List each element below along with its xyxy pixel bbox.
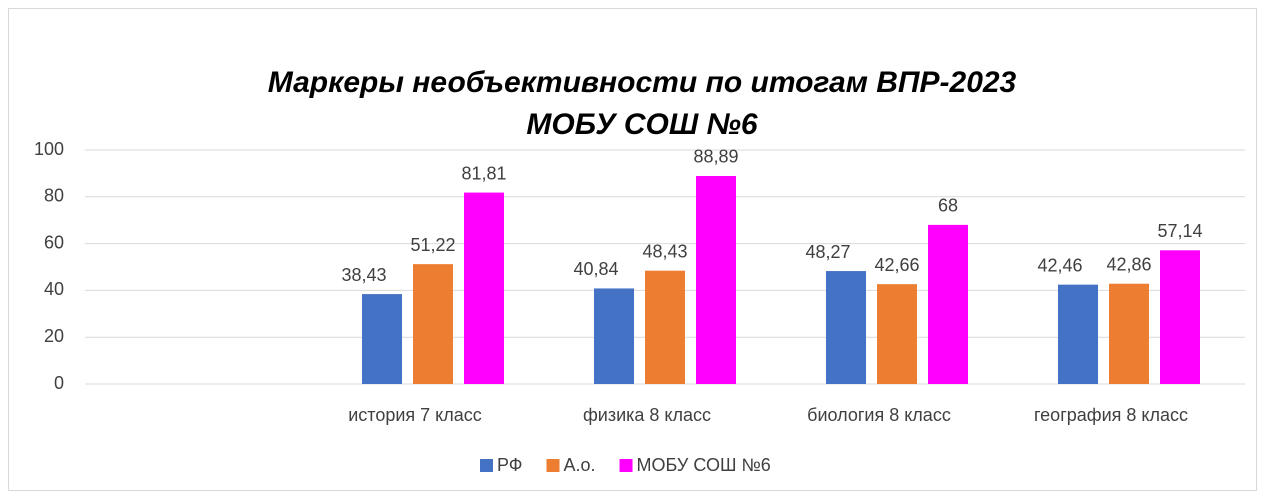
y-tick-label: 40 — [44, 279, 64, 299]
bar — [464, 192, 504, 384]
x-tick-label: география 8 класс — [1034, 405, 1188, 425]
value-label: 48,27 — [805, 242, 850, 262]
legend-swatch — [480, 459, 493, 472]
value-label: 42,66 — [874, 255, 919, 275]
y-tick-label: 60 — [44, 232, 64, 252]
value-label: 68 — [938, 196, 958, 216]
value-label: 48,43 — [642, 241, 687, 261]
x-tick-label: история 7 класс — [348, 405, 482, 425]
bar — [1160, 250, 1200, 384]
y-tick-label: 100 — [34, 139, 64, 159]
bar — [928, 224, 968, 384]
value-label: 38,43 — [341, 265, 386, 285]
bar — [1058, 284, 1098, 384]
value-label: 42,86 — [1106, 254, 1151, 274]
value-label: 88,89 — [693, 147, 738, 167]
value-label: 51,22 — [410, 235, 455, 255]
value-label: 40,84 — [573, 259, 618, 279]
legend-swatch — [546, 459, 560, 472]
chart-frame — [8, 8, 1257, 491]
value-label: 81,81 — [461, 163, 506, 183]
bar — [696, 175, 736, 384]
bar — [594, 288, 634, 384]
legend-label: А.о. — [564, 455, 596, 475]
legend-label: МОБУ СОШ №6 — [637, 455, 771, 475]
bar — [826, 271, 866, 384]
y-tick-label: 20 — [44, 326, 64, 346]
bar — [645, 270, 685, 384]
bar — [362, 294, 402, 384]
bar — [877, 284, 917, 384]
x-tick-label: физика 8 класс — [583, 405, 711, 425]
x-tick-label: биология 8 класс — [807, 405, 951, 425]
bar — [413, 264, 453, 384]
y-tick-label: 80 — [44, 186, 64, 206]
value-label: 57,14 — [1157, 221, 1202, 241]
chart-title: Маркеры необъективности по итогам ВПР-20… — [268, 66, 1017, 99]
bar — [1109, 283, 1149, 384]
y-tick-label: 0 — [54, 373, 64, 393]
value-label: 42,46 — [1037, 255, 1082, 275]
legend-label: РФ — [497, 455, 523, 475]
legend-swatch — [619, 459, 633, 472]
chart-subtitle: МОБУ СОШ №6 — [526, 108, 758, 141]
